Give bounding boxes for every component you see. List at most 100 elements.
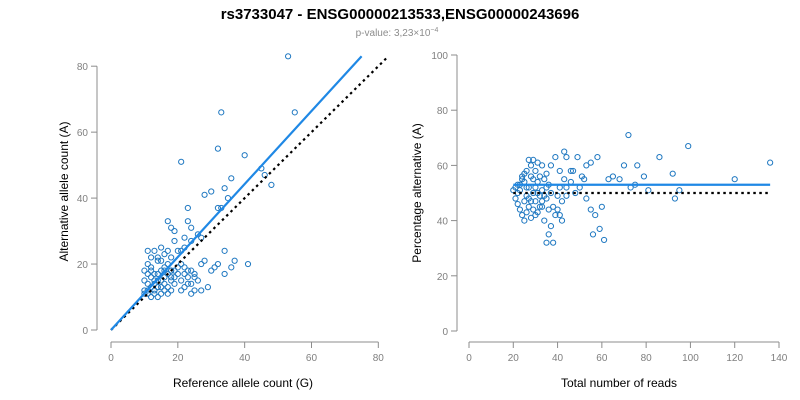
x-tick-label: 140 xyxy=(771,353,788,364)
data-point xyxy=(144,270,151,278)
data-point xyxy=(214,260,222,268)
data-point xyxy=(536,203,543,210)
data-point xyxy=(538,187,546,194)
data-point xyxy=(164,270,171,278)
data-point xyxy=(221,247,228,254)
data-point xyxy=(685,142,692,150)
data-point xyxy=(184,274,191,281)
data-point xyxy=(645,187,652,194)
data-point xyxy=(161,287,168,294)
x-tick-label: 20 xyxy=(172,353,184,364)
data-point xyxy=(592,211,599,219)
data-point xyxy=(144,247,151,254)
fit-line xyxy=(110,55,363,331)
data-point xyxy=(616,176,623,183)
data-point xyxy=(168,274,175,281)
data-point xyxy=(151,270,158,278)
data-point xyxy=(198,260,205,268)
right-scatter-panel: 0 20 40 60 80 100 120 140 0 20 40 60 80 100 Total numb… xyxy=(410,51,788,390)
data-point xyxy=(532,211,539,219)
data-point xyxy=(552,154,559,161)
data-point xyxy=(291,109,298,116)
data-point xyxy=(174,264,181,271)
data-point xyxy=(161,274,168,281)
data-point xyxy=(184,218,191,225)
data-point xyxy=(188,290,195,297)
data-point xyxy=(547,189,555,197)
data-point xyxy=(201,191,208,198)
data-point xyxy=(671,195,679,202)
data-point xyxy=(543,170,550,177)
data-point xyxy=(563,154,570,161)
data-point xyxy=(534,159,541,166)
data-point xyxy=(218,109,225,116)
data-point xyxy=(168,287,175,294)
data-point xyxy=(221,270,228,278)
data-point xyxy=(191,287,198,294)
data-point xyxy=(154,293,161,301)
data-point xyxy=(525,203,532,210)
data-point xyxy=(164,284,171,291)
data-point xyxy=(241,152,248,159)
data-point xyxy=(171,274,178,281)
data-point xyxy=(221,185,228,192)
y-axis-label: Alternative allele count (A) xyxy=(57,121,71,261)
data-point xyxy=(171,280,178,287)
data-point xyxy=(561,176,568,183)
data-point xyxy=(147,264,155,271)
data-point xyxy=(589,231,597,238)
data-point xyxy=(525,156,532,163)
data-point xyxy=(538,203,546,210)
data-point xyxy=(178,158,185,165)
data-point xyxy=(147,274,155,281)
pvalue-label: p-value: 3,23×10−4 xyxy=(356,27,439,39)
data-point xyxy=(178,287,185,294)
data-point xyxy=(669,170,676,177)
data-point xyxy=(141,267,148,274)
data-point xyxy=(545,206,552,213)
data-point xyxy=(208,188,215,195)
data-point xyxy=(214,204,222,212)
x-tick-label: 40 xyxy=(552,353,564,364)
reference-line xyxy=(110,55,390,331)
data-point xyxy=(563,192,570,199)
y-tick-label: 60 xyxy=(77,128,89,139)
data-point xyxy=(541,217,548,224)
data-point xyxy=(676,187,683,194)
data-point xyxy=(516,206,524,213)
data-point xyxy=(640,173,648,180)
data-point xyxy=(181,270,188,278)
data-point xyxy=(767,159,774,166)
data-point xyxy=(543,239,550,246)
x-tick-label: 80 xyxy=(373,353,385,364)
data-point xyxy=(558,198,566,205)
data-point xyxy=(198,287,205,294)
data-point xyxy=(587,159,594,166)
data-point xyxy=(527,162,535,169)
data-point xyxy=(231,257,238,264)
data-point xyxy=(191,274,198,281)
data-point xyxy=(194,231,201,238)
y-tick-label: 0 xyxy=(82,326,88,337)
data-point xyxy=(191,270,198,278)
data-point xyxy=(567,167,574,175)
data-point xyxy=(545,231,552,238)
data-point xyxy=(547,162,555,169)
x-tick-label: 80 xyxy=(641,353,653,364)
data-point xyxy=(164,218,171,225)
data-point xyxy=(268,181,275,189)
y-tick-label: 20 xyxy=(77,260,89,271)
data-point xyxy=(181,264,188,271)
data-point xyxy=(523,209,530,216)
data-point xyxy=(572,189,579,197)
left-scatter-panel: 0 20 40 60 80 0 20 40 60 80 Reference allele count… xyxy=(57,53,390,390)
x-axis-label: Total number of reads xyxy=(561,376,677,390)
data-point xyxy=(144,280,151,287)
data-point xyxy=(521,217,528,224)
data-point xyxy=(158,244,165,251)
data-point xyxy=(178,277,185,284)
data-point xyxy=(583,195,590,202)
data-point xyxy=(552,211,559,219)
data-point xyxy=(600,236,608,244)
